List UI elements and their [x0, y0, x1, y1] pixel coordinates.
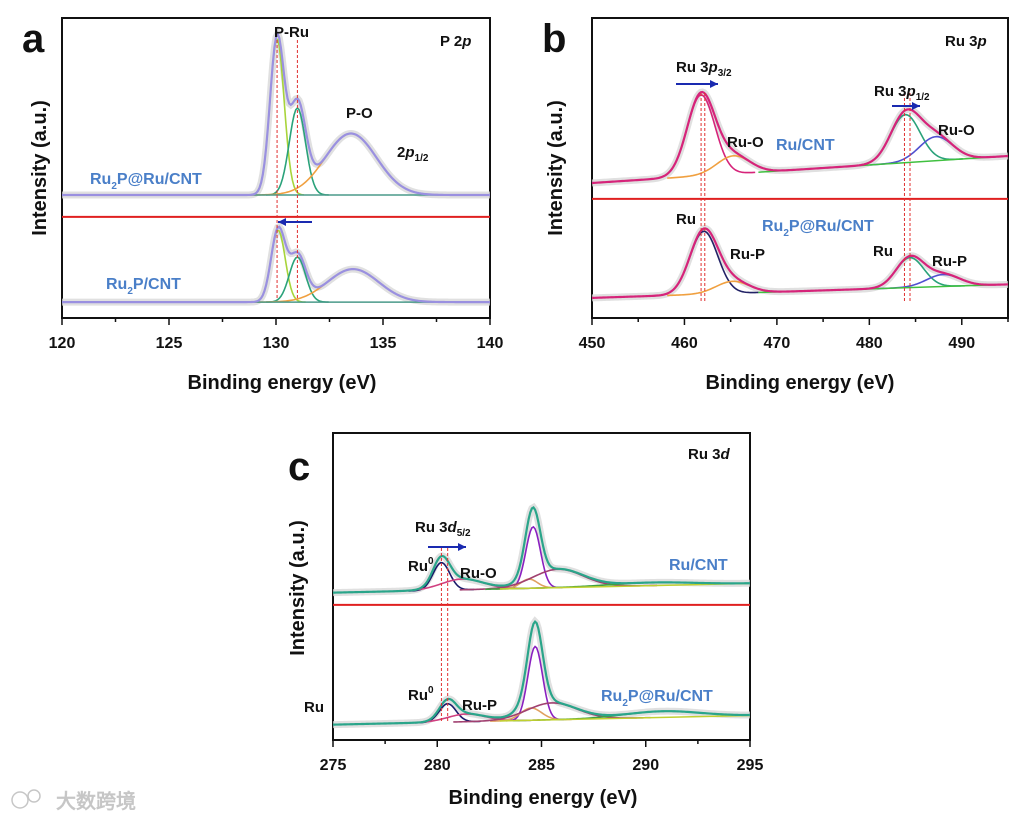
panel-b: 450 460 470 480 490 [579, 17, 1009, 352]
x-tick-label: 275 [320, 757, 347, 774]
label-ru3p12: Ru 3p1/2 [874, 83, 930, 103]
shift-arrow-head-icon [458, 543, 466, 551]
x-tick-label: 290 [632, 757, 659, 774]
label-ru0-top: Ru0 [408, 556, 434, 575]
panel-c: 275 280 285 290 295 [320, 432, 764, 774]
fit-envelope [332, 619, 751, 726]
x-tick-label: 140 [477, 335, 504, 352]
plot-frame [591, 17, 1009, 319]
x-tick-label: 295 [737, 757, 764, 774]
watermark: 大数跨境 [11, 789, 136, 813]
watermark-logo-icon [11, 791, 29, 809]
fit-envelope [62, 31, 490, 197]
panel-letter-a: a [22, 17, 45, 61]
y-axis-title-b: Intensity (a.u.) [545, 100, 567, 236]
label-p-o: P-O [346, 105, 373, 122]
sample-label-c-top: Ru/CNT [669, 557, 728, 574]
x-tick-label: 125 [156, 335, 183, 352]
label-ru-p-1: Ru-P [730, 246, 765, 263]
label-ru0-bottom: Ru0 [408, 685, 434, 704]
fit-envelope [591, 90, 1009, 185]
watermark-text: 大数跨境 [56, 789, 136, 813]
sample-label-b-top: Ru/CNT [776, 137, 835, 154]
panel-title-c: Ru 3d [688, 446, 731, 463]
label-ru-1: Ru [676, 211, 696, 228]
y-axis-title-c: Intensity (a.u.) [287, 520, 309, 656]
x-tick-label: 285 [528, 757, 555, 774]
shift-arrow-head-icon [278, 218, 286, 226]
label-ru3d52: Ru 3d5/2 [415, 519, 471, 539]
sample-label-a-bottom: Ru2P/CNT [106, 276, 181, 297]
sample-label-c-bottom: Ru2P@Ru/CNT [601, 688, 713, 709]
panel-title-a: P 2p [440, 33, 471, 50]
label-2p12: 2p1/2 [397, 144, 429, 164]
fit-envelope [591, 227, 1009, 299]
label-ru3p32: Ru 3p3/2 [676, 59, 732, 79]
x-tick-label: 450 [579, 335, 606, 352]
x-tick-label: 280 [424, 757, 451, 774]
fit-component [649, 230, 759, 297]
x-tick-label: 135 [370, 335, 397, 352]
label-ru-stray: Ru [304, 699, 324, 716]
fit-envelope [62, 225, 490, 304]
x-tick-label: 470 [764, 335, 791, 352]
panel-a: 120 125 130 135 140 [49, 17, 504, 352]
label-ru-o-2: Ru-O [938, 122, 975, 139]
shift-arrow-head-icon [710, 80, 718, 88]
label-ru-o-1: Ru-O [727, 134, 764, 151]
label-ru-2: Ru [873, 243, 893, 260]
x-tick-label: 120 [49, 335, 76, 352]
fit-baseline [499, 714, 751, 722]
fit-envelope [332, 506, 751, 594]
label-ru-p-2: Ru-P [932, 253, 967, 270]
watermark-logo-icon-2 [27, 789, 41, 803]
y-axis-title-a: Intensity (a.u.) [29, 100, 51, 236]
sample-label-b-bottom: Ru2P@Ru/CNT [762, 218, 874, 239]
label-p-ru: P-Ru [274, 24, 309, 41]
x-axis-title-b: Binding energy (eV) [706, 372, 895, 394]
raw-data-trace [332, 502, 751, 597]
x-tick-label: 490 [948, 335, 975, 352]
x-tick-label: 480 [856, 335, 883, 352]
fit-baseline [499, 582, 751, 590]
shift-arrow-head-icon [912, 102, 920, 110]
x-tick-label: 130 [263, 335, 290, 352]
sample-label-a-top: Ru2P@Ru/CNT [90, 171, 202, 192]
fit-component [251, 268, 456, 303]
label-ru-p-c: Ru-P [462, 697, 497, 714]
panel-letter-c: c [288, 445, 310, 489]
x-axis-title-c: Binding energy (eV) [449, 787, 638, 809]
x-tick-label: 460 [671, 335, 698, 352]
label-ru-o-c: Ru-O [460, 565, 497, 582]
panel-letter-b: b [542, 17, 566, 61]
x-axis-title-a: Binding energy (eV) [188, 372, 377, 394]
panel-title-b: Ru 3p [945, 33, 987, 50]
fit-component [506, 645, 564, 722]
